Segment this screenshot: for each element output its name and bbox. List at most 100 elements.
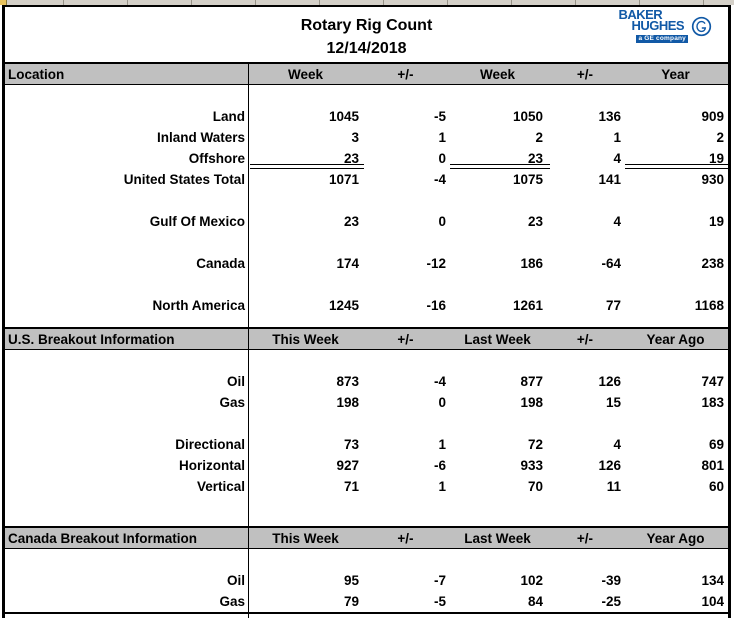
cell-year: 1168 bbox=[694, 298, 724, 313]
cell-change-2: 77 bbox=[605, 298, 621, 313]
spacer-row bbox=[5, 232, 728, 253]
cell-change-1: 0 bbox=[438, 214, 446, 229]
cell-change-2: 11 bbox=[606, 479, 621, 494]
cell-change-1: -5 bbox=[433, 109, 446, 124]
cell-last-week: 877 bbox=[520, 374, 543, 389]
baker-hughes-logo: BAKER HUGHES a GE company bbox=[618, 7, 712, 43]
header-change-1: +/- bbox=[397, 66, 414, 82]
cell-year-ago: 69 bbox=[708, 437, 724, 452]
report-title: Rotary Rig Count bbox=[300, 17, 433, 34]
cell-change-1: -16 bbox=[426, 298, 446, 313]
section-header-us-breakout: U.S. Breakout Information This Week +/- … bbox=[5, 327, 728, 350]
spacer-row bbox=[5, 614, 728, 618]
cell-year-ago: 104 bbox=[701, 594, 724, 609]
spacer-row bbox=[5, 497, 728, 526]
spreadsheet-top-strip bbox=[0, 0, 734, 5]
table-row-horizontal: Horizontal 927 -6 933 126 801 bbox=[5, 455, 728, 476]
spacer-label-cell bbox=[5, 614, 249, 618]
cell-this-week: 73 bbox=[343, 437, 359, 452]
table-row-canada-oil: Oil 95 -7 102 -39 134 bbox=[5, 570, 728, 591]
cell-last-week: 1261 bbox=[512, 298, 543, 313]
cell-year: 2 bbox=[716, 130, 724, 145]
row-label: Land bbox=[5, 106, 249, 127]
header-change-2: +/- bbox=[576, 530, 594, 546]
cell-year: 930 bbox=[701, 172, 724, 187]
row-label: Oil bbox=[5, 371, 249, 392]
double-rule bbox=[625, 164, 728, 169]
table-row-offshore: Offshore 23 0 23 4 19 bbox=[5, 148, 728, 169]
cell-change-2: 141 bbox=[598, 172, 621, 187]
table-row-us-gas: Gas 198 0 198 15 183 bbox=[5, 392, 728, 413]
header-us-breakout: U.S. Breakout Information bbox=[5, 329, 249, 349]
spacer-label-cell bbox=[5, 413, 249, 434]
header-change-2: +/- bbox=[576, 66, 594, 82]
spacer-row bbox=[5, 274, 728, 295]
cell-year: 19 bbox=[708, 151, 724, 166]
cell-change-2: 4 bbox=[613, 214, 621, 229]
cell-this-week: 71 bbox=[343, 479, 359, 494]
cell-last-week: 23 bbox=[527, 214, 543, 229]
spacer-label-cell bbox=[5, 316, 249, 327]
cell-last-week: 102 bbox=[520, 573, 543, 588]
spacer-row bbox=[5, 85, 728, 106]
table-row-canada: Canada 174 -12 186 -64 238 bbox=[5, 253, 728, 274]
cell-week: 23 bbox=[343, 151, 359, 166]
cell-week: 23 bbox=[343, 214, 359, 229]
cell-change-2: 1 bbox=[613, 130, 621, 145]
cell-last-week: 72 bbox=[527, 437, 543, 452]
report-date: 12/14/2018 bbox=[326, 40, 407, 57]
header-canada-breakout: Canada Breakout Information bbox=[5, 528, 249, 548]
spacer-label-cell bbox=[5, 497, 249, 526]
header-this-week: This Week bbox=[272, 530, 339, 546]
spreadsheet-corner-cell bbox=[0, 0, 7, 5]
cell-change-2: 4 bbox=[613, 151, 621, 166]
cell-week: 1045 bbox=[328, 109, 359, 124]
header-last-week: Last Week bbox=[464, 331, 531, 347]
header-location: Location bbox=[5, 64, 249, 84]
logo-word-baker: BAKER bbox=[618, 7, 663, 22]
report-title-block: Rotary Rig Count 12/14/2018 BAKER HUGHES… bbox=[5, 7, 728, 62]
spacer-row bbox=[5, 190, 728, 211]
row-label: North America bbox=[5, 295, 249, 316]
cell-change-1: -12 bbox=[426, 256, 446, 271]
cell-change-2: -39 bbox=[601, 573, 621, 588]
spacer-row bbox=[5, 549, 728, 570]
row-label: Inland Waters bbox=[5, 127, 249, 148]
cell-year: 909 bbox=[701, 109, 724, 124]
cell-last-week: 23 bbox=[527, 151, 543, 166]
row-label: Gas bbox=[5, 591, 249, 612]
cell-change-2: 4 bbox=[613, 437, 621, 452]
spacer-label-cell bbox=[5, 549, 249, 570]
header-change-2: +/- bbox=[576, 331, 594, 347]
header-year-ago: Year Ago bbox=[646, 530, 705, 546]
cell-change-1: -4 bbox=[433, 374, 446, 389]
cell-change-2: 15 bbox=[605, 395, 621, 410]
cell-last-week: 70 bbox=[527, 479, 543, 494]
cell-year-ago: 134 bbox=[701, 573, 724, 588]
cell-year-ago: 801 bbox=[701, 458, 724, 473]
logo-word-hughes: HUGHES bbox=[631, 18, 685, 33]
header-year-ago: Year Ago bbox=[646, 331, 705, 347]
cell-last-week: 186 bbox=[520, 256, 543, 271]
table-row-land: Land 1045 -5 1050 136 909 bbox=[5, 106, 728, 127]
table-row-inland-waters: Inland Waters 3 1 2 1 2 bbox=[5, 127, 728, 148]
table-row-canada-gas: Gas 79 -5 84 -25 104 bbox=[5, 591, 728, 612]
cell-last-week: 84 bbox=[527, 594, 543, 609]
cell-this-week: 95 bbox=[343, 573, 359, 588]
baker-hughes-wordmark: BAKER HUGHES a GE company bbox=[618, 7, 688, 43]
spacer-label-cell bbox=[5, 85, 249, 106]
section-header-canada-breakout: Canada Breakout Information This Week +/… bbox=[5, 526, 728, 549]
cell-week: 3 bbox=[351, 130, 359, 145]
table-row-north-america: North America 1245 -16 1261 77 1168 bbox=[5, 295, 728, 316]
cell-year: 19 bbox=[708, 214, 724, 229]
cell-change-2: 136 bbox=[598, 109, 621, 124]
table-row-gulf-of-mexico: Gulf Of Mexico 23 0 23 4 19 bbox=[5, 211, 728, 232]
row-label: Horizontal bbox=[5, 455, 249, 476]
header-last-week: Last Week bbox=[464, 530, 531, 546]
header-this-week: This Week bbox=[272, 331, 339, 347]
cell-week: 1071 bbox=[328, 172, 359, 187]
spacer-label-cell bbox=[5, 274, 249, 295]
row-label: Oil bbox=[5, 570, 249, 591]
cell-change-1: -6 bbox=[433, 458, 446, 473]
row-label: Vertical bbox=[5, 476, 249, 497]
